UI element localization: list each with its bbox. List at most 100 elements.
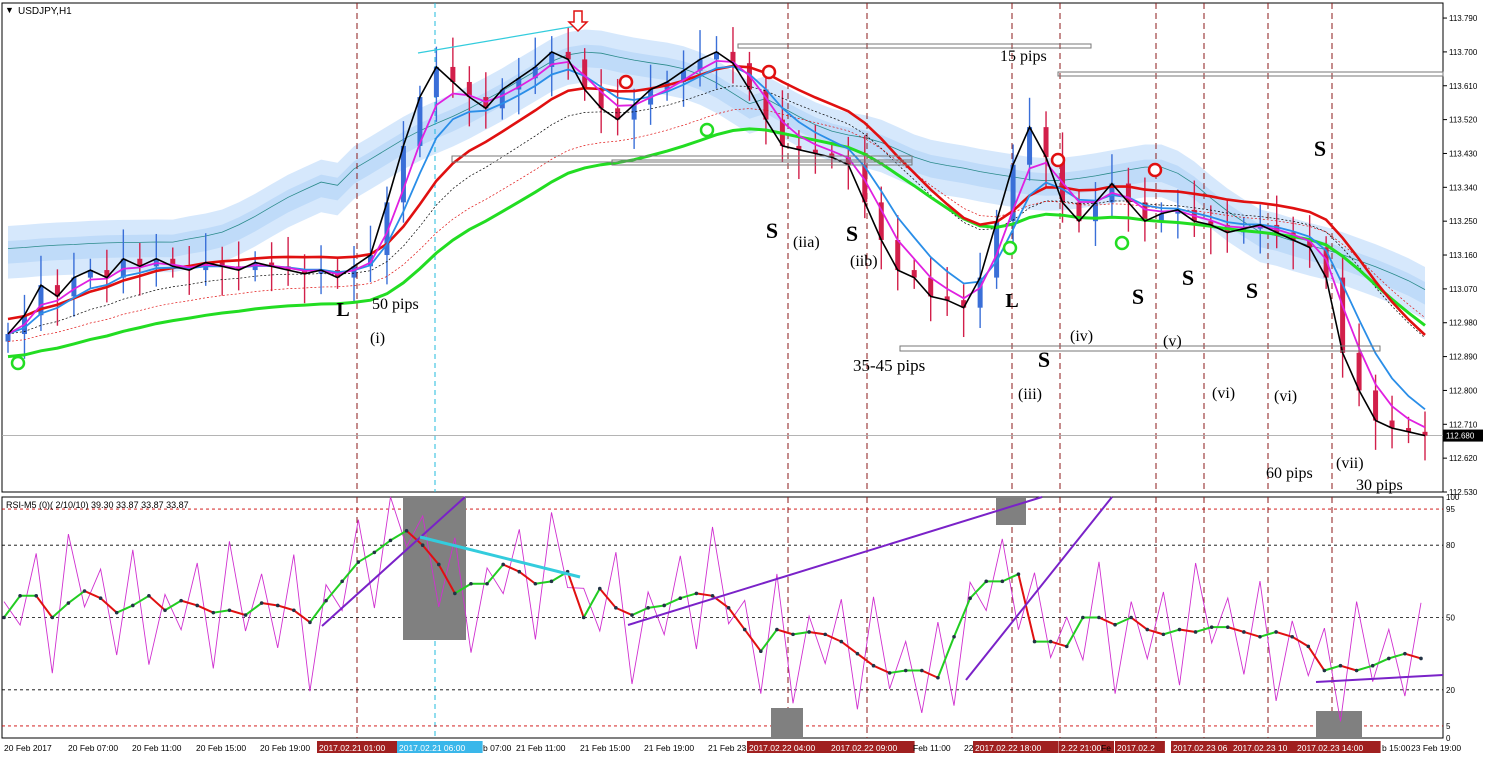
rsi-segment xyxy=(164,599,182,612)
rsi-point xyxy=(759,649,763,654)
rsi-point xyxy=(1064,644,1069,649)
rsi-point xyxy=(1274,630,1278,634)
rsi-segment xyxy=(631,606,649,617)
x-tick-label: 20 Feb 2017 xyxy=(4,743,52,753)
candle-body xyxy=(1092,202,1098,222)
black-ma xyxy=(7,50,1426,437)
rsi-point xyxy=(968,596,972,601)
rsi-segment xyxy=(599,587,617,609)
signal-marker xyxy=(1147,162,1163,178)
range-box xyxy=(899,345,1381,352)
rsi-segment xyxy=(35,595,54,619)
x-tick-highlight xyxy=(829,741,915,753)
candle-body xyxy=(1340,277,1346,353)
rsi-segment xyxy=(566,571,585,618)
rsi-segment xyxy=(1243,631,1261,638)
rsi-point xyxy=(1048,639,1053,644)
candle-body xyxy=(54,285,60,297)
rsi-segment xyxy=(969,580,987,599)
rsi-point xyxy=(1403,651,1407,656)
rsi-segment xyxy=(132,594,150,607)
candle-body xyxy=(631,104,637,120)
candle-body xyxy=(812,149,818,154)
rsi-segment xyxy=(196,604,214,614)
candle-body xyxy=(1125,183,1131,203)
rsi-segment xyxy=(244,602,263,616)
rsi-point xyxy=(887,671,892,675)
rsi-segment xyxy=(1065,617,1084,647)
rsi-segment xyxy=(1227,626,1245,633)
candle-body xyxy=(549,51,555,67)
candle-body xyxy=(714,51,719,60)
rsi-segment xyxy=(277,604,295,612)
rsi-point xyxy=(1290,634,1294,639)
rsi-segment xyxy=(1356,664,1373,672)
rsi-point xyxy=(195,603,200,608)
rsi-grey-box xyxy=(403,497,466,640)
rsi-grey-box xyxy=(996,497,1026,525)
chart-annotation: S xyxy=(1132,284,1144,309)
chart-annotation: 30 pips xyxy=(1356,477,1403,494)
y-tick-label: 112.980 xyxy=(1449,319,1478,328)
candle-body xyxy=(1043,127,1049,158)
red-ma xyxy=(7,64,1426,336)
candle-body xyxy=(730,51,736,64)
candle-body xyxy=(384,202,390,256)
candle-body xyxy=(466,81,472,98)
red-dotted-ma xyxy=(7,108,1426,342)
y-tick-label: 113.160 xyxy=(1449,251,1478,260)
rsi-segment xyxy=(148,595,166,612)
candle-body xyxy=(137,258,143,267)
y-tick-label: 113.250 xyxy=(1449,217,1478,226)
rsi-point xyxy=(517,569,522,574)
candle-body xyxy=(1389,420,1395,429)
rsi-segment xyxy=(953,597,972,638)
y-tick-label: 112.530 xyxy=(1449,488,1478,497)
candle-body xyxy=(367,255,373,267)
x-tick-label: 21 Feb 11:00 xyxy=(516,743,566,753)
rsi-point xyxy=(259,601,264,605)
candle-body xyxy=(1142,202,1148,222)
chart-annotation: S xyxy=(1038,347,1050,372)
rsi-segment xyxy=(502,563,520,573)
candle-body xyxy=(1076,202,1082,222)
candle-body xyxy=(994,221,1000,278)
rsi-segment xyxy=(261,602,278,607)
rsi-segment xyxy=(1388,652,1406,660)
chart-annotation: L xyxy=(1005,290,1018,312)
rsi-segment xyxy=(1340,664,1357,672)
x-tick-label: 2017.02.23 06 xyxy=(1173,743,1228,753)
rsi-point xyxy=(1338,663,1343,668)
rsi-segment xyxy=(1307,645,1326,672)
candle-body xyxy=(763,89,769,120)
x-tick-label: Feb 11:00 xyxy=(913,743,951,753)
price-panel[interactable]: 113.790 113.700 113.610 113.520 113.430 113.3… xyxy=(1,2,1483,497)
rsi-segment xyxy=(1146,628,1164,636)
rsi-point xyxy=(1081,615,1085,620)
rsi-segment xyxy=(1130,616,1148,631)
candle-body xyxy=(1373,390,1379,421)
candle-body xyxy=(1307,239,1313,248)
rsi-segment xyxy=(1291,635,1309,648)
rsi-point xyxy=(952,634,956,639)
symbol-dropdown-icon[interactable]: ▼ xyxy=(5,5,14,15)
candle-body xyxy=(87,270,93,278)
candle-body xyxy=(1406,428,1412,432)
candle-body xyxy=(269,262,275,267)
rsi-label: RSI-M5 (0)( 2/10/10) 39.30 33.87 33.87 3… xyxy=(6,500,189,510)
rsi-point xyxy=(549,579,554,584)
rsi-point xyxy=(131,603,135,608)
candle-body xyxy=(38,285,44,316)
range-box xyxy=(1057,71,1444,77)
rsi-point xyxy=(791,632,795,637)
rsi-segment xyxy=(373,539,392,554)
rsi-segment xyxy=(760,628,778,652)
x-tick-label: 20 Feb 11:00 xyxy=(132,743,182,753)
rsi-point xyxy=(630,613,634,617)
rsi-segment xyxy=(325,580,343,602)
chart-annotation: S xyxy=(846,221,858,246)
rsi-segment xyxy=(873,664,891,674)
symbol-label: USDJPY,H1 xyxy=(18,6,72,17)
